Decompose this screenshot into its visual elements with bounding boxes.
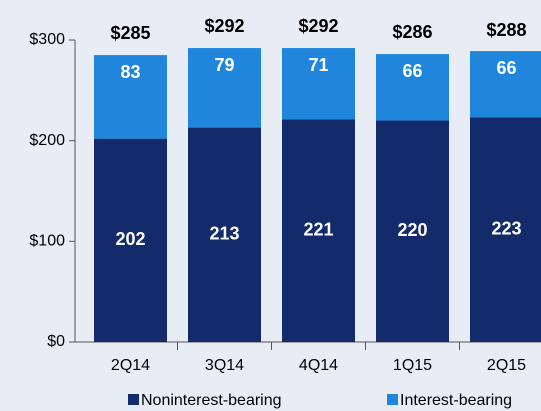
data-label: 213	[209, 224, 239, 244]
data-label: 71	[308, 55, 328, 75]
x-tick-label: 4Q14	[299, 357, 338, 374]
legend-label: Noninterest-bearing	[141, 392, 282, 409]
bar-segment	[376, 54, 449, 121]
total-label: $286	[392, 22, 432, 42]
y-tick-label: $100	[29, 233, 65, 250]
bar-segment	[470, 51, 541, 118]
legend-label: Interest-bearing	[400, 392, 512, 409]
bar-segment	[188, 48, 261, 128]
data-label: 66	[496, 58, 516, 78]
x-tick-label: 2Q15	[487, 357, 526, 374]
y-tick-label: $0	[47, 333, 65, 350]
x-tick-label: 2Q14	[111, 357, 150, 374]
data-label: 66	[402, 61, 422, 81]
data-label: 202	[115, 229, 145, 249]
y-tick-label: $200	[29, 132, 65, 149]
y-tick-label: $300	[29, 31, 65, 48]
data-label: 83	[120, 62, 140, 82]
data-label: 79	[214, 55, 234, 75]
bar-segment	[94, 138, 167, 342]
data-label: 223	[491, 219, 521, 239]
x-tick-label: 1Q15	[393, 357, 432, 374]
data-label: 221	[303, 220, 333, 240]
total-label: $285	[110, 23, 150, 43]
bar-segment	[94, 55, 167, 139]
legend-swatch	[387, 394, 398, 405]
bar-segment	[282, 119, 355, 342]
data-label: 220	[397, 220, 427, 240]
bar-segment	[470, 117, 541, 342]
legend-swatch	[128, 394, 139, 405]
total-label: $292	[298, 16, 338, 36]
bar-segment	[188, 127, 261, 342]
bar-segment	[376, 120, 449, 343]
total-label: $292	[204, 16, 244, 36]
bar-segment	[282, 48, 355, 120]
total-label: $288	[486, 20, 526, 40]
x-tick-label: 3Q14	[205, 357, 244, 374]
